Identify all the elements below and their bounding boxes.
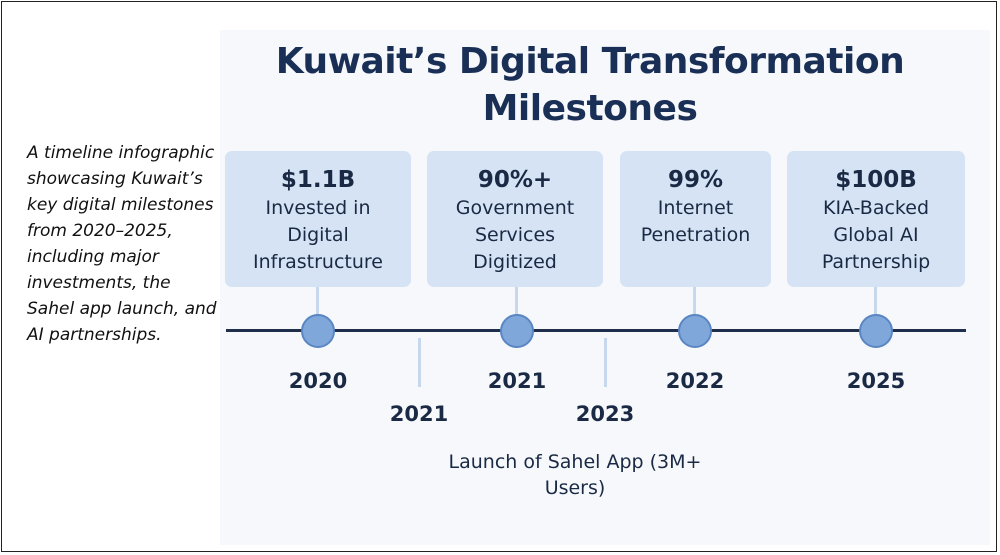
figure-caption: A timeline infographic showcasing Kuwait… (27, 143, 217, 345)
milestone-value: $100B (835, 167, 917, 193)
milestone-card: 90%+ Government Services Digitized (427, 151, 603, 287)
milestone-value: 99% (667, 167, 724, 193)
minor-tick-stem (604, 338, 607, 387)
sahel-launch-label: Launch of Sahel App (3M+ Users) (448, 451, 702, 499)
minor-mark-year: 2023 (575, 402, 635, 426)
milestone-card: $1.1B Invested in Digital Infrastructure (225, 151, 411, 287)
milestone-dot (859, 314, 893, 348)
milestone-year: 2020 (288, 369, 348, 393)
minor-tick-stem (418, 338, 421, 387)
milestone-dot (500, 314, 534, 348)
minor-mark-year: 2021 (389, 402, 449, 426)
milestone-card: $100B KIA-Backed Global AI Partnership (787, 151, 965, 287)
milestone-description: Internet Penetration (640, 197, 751, 246)
timeline-title: Kuwait’s Digital Transformation Mileston… (275, 41, 905, 129)
milestone-year: 2025 (846, 369, 906, 393)
milestone-dot (301, 314, 335, 348)
milestone-value: 90%+ (477, 167, 553, 193)
milestone-card: 99% Internet Penetration (620, 151, 771, 287)
milestone-stem (316, 287, 319, 329)
milestone-stem (693, 287, 696, 329)
timeline-axis (226, 329, 966, 332)
milestone-description: Invested in Digital Infrastructure (252, 197, 383, 273)
milestone-description: Government Services Digitized (455, 197, 575, 273)
timeline-panel (220, 30, 990, 545)
milestone-stem (874, 287, 877, 329)
milestone-year: 2022 (665, 369, 725, 393)
milestone-description: KIA-Backed Global AI Partnership (821, 197, 931, 273)
milestone-value: $1.1B (280, 167, 356, 193)
milestone-stem (515, 287, 518, 329)
milestone-year: 2021 (487, 369, 547, 393)
milestone-dot (678, 314, 712, 348)
